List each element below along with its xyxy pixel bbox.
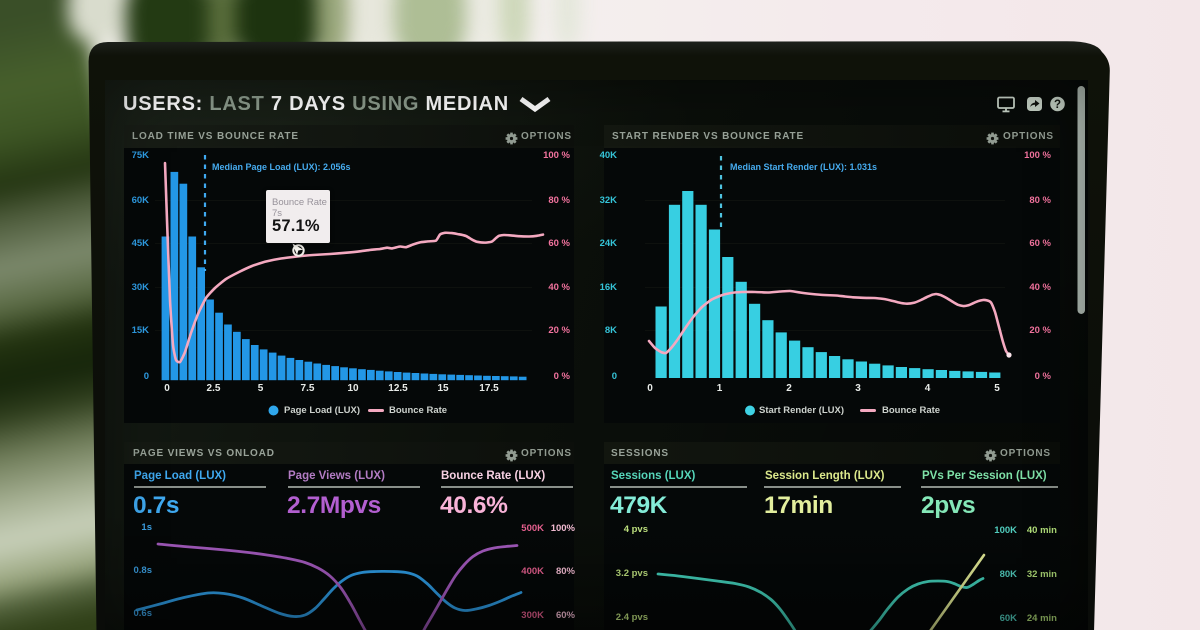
svg-text:?: ?: [1054, 99, 1061, 111]
